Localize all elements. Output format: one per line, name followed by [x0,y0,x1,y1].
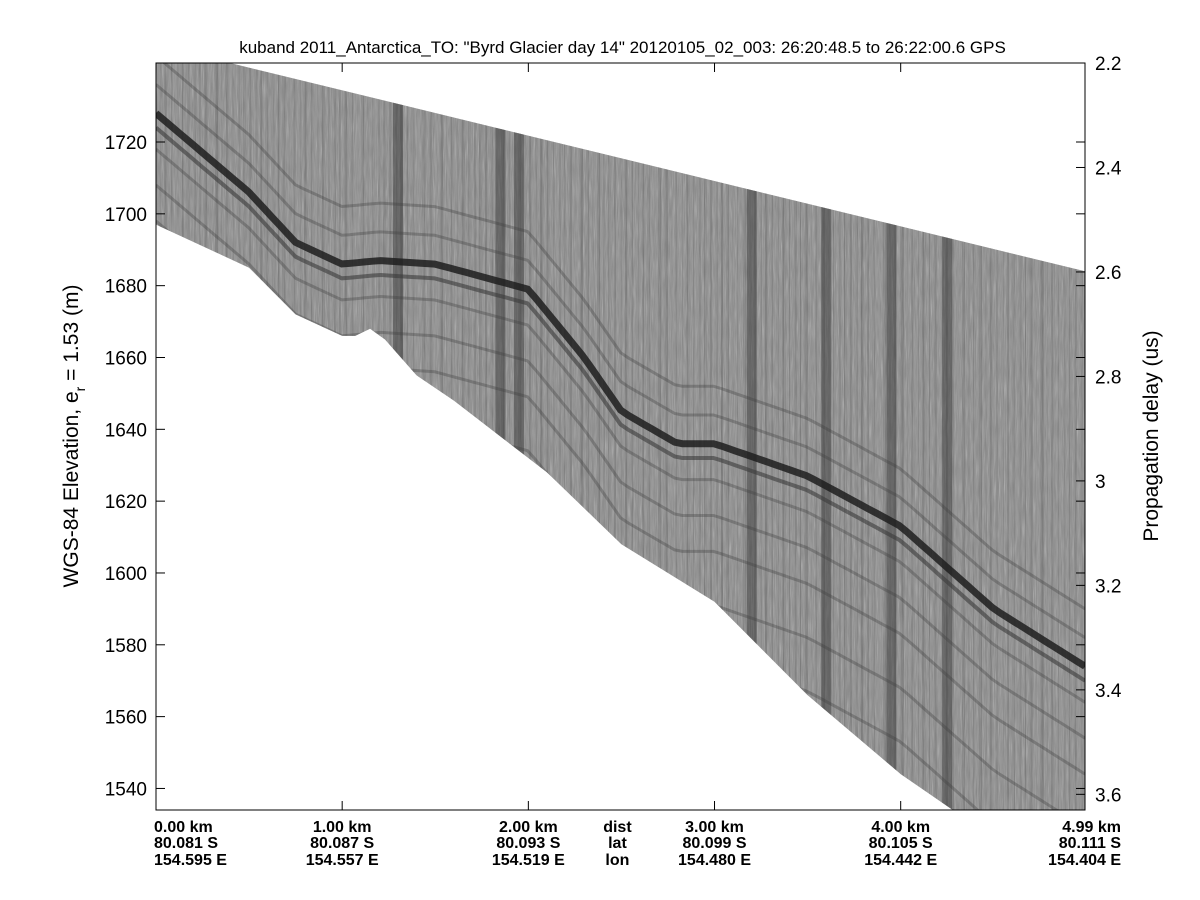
dark-band [942,63,953,810]
x-tick-lat-label: 80.087 S [310,835,374,852]
y-left-tick-label: 1600 [105,564,147,585]
x-row-label-dist: dist [603,819,632,836]
y-left-tick-label: 1580 [105,636,147,657]
y-left-tick-label: 1540 [105,779,147,800]
x-tick-dist-label: 2.00 km [499,819,558,836]
x-tick-lat-label: 80.093 S [496,835,560,852]
x-tick-dist-label: 1.00 km [313,819,372,836]
x-tick-dist-label: 0.00 km [154,819,213,836]
y-axis-right-label: Propagation delay (us) [1140,330,1163,541]
y-left-tick-label: 1720 [105,133,147,154]
dark-band [886,63,897,810]
x-tick-lon-label: 154.595 E [154,852,227,869]
dark-band [821,63,832,810]
x-tick-lat-label: 80.105 S [869,835,933,852]
x-row-label-lat: lat [608,835,627,852]
y-right-tick-label: 3 [1095,472,1106,493]
plot-frame [155,62,1086,811]
y-left-tick-label: 1620 [105,492,147,513]
y-left-tick-label: 1680 [105,277,147,298]
x-tick-lat-label: 80.099 S [682,835,746,852]
y-right-tick-label: 2.4 [1095,158,1122,179]
y-right-tick-label: 3.2 [1095,576,1121,597]
x-tick-lon-label: 154.442 E [864,852,937,869]
surface-layer [156,110,1085,670]
x-tick-dist-label: 4.00 km [871,819,930,836]
y-left-tick-label: 1660 [105,348,147,369]
x-tick-lat-label: 80.081 S [154,835,218,852]
y-right-tick-label: 2.8 [1095,367,1121,388]
x-row-label-lon: lon [605,852,629,869]
chart-title: kuband 2011_Antarctica_TO: "Byrd Glacier… [239,38,1006,57]
y-right-tick-label: 2.6 [1095,263,1121,284]
x-tick-lon-label: 154.480 E [678,852,751,869]
x-tick-lon-label: 154.519 E [492,852,565,869]
dark-band [514,63,525,810]
x-tick-dist-label: 4.99 km [1062,819,1121,836]
y-right-tick-label: 3.6 [1095,785,1121,806]
y-left-tick-label: 1560 [105,708,147,729]
x-tick-dist-label: 3.00 km [685,819,744,836]
dark-band [746,63,757,810]
y-left-tick-label: 1700 [105,205,147,226]
y-left-tick-label: 1640 [105,420,147,441]
x-tick-lon-label: 154.404 E [1048,852,1121,869]
x-tick-lat-label: 80.111 S [1059,835,1122,852]
y-axis-left-label: WGS-84 Elevation, er = 1.53 (m) [60,285,88,588]
dark-band [495,63,506,810]
y-right-tick-label: 2.2 [1095,54,1121,75]
y-right-tick-label: 3.4 [1095,681,1122,702]
x-tick-lon-label: 154.557 E [306,852,379,869]
